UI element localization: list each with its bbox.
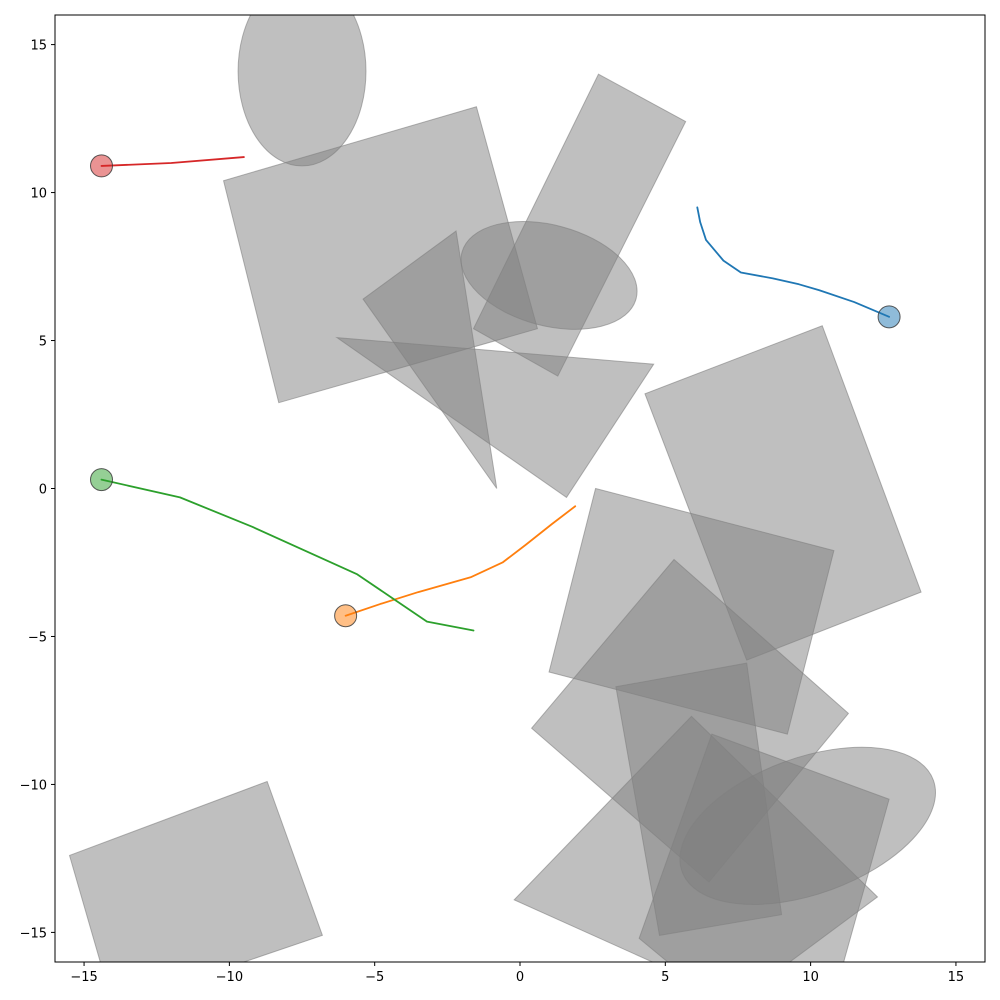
y-tick-label: 0 (39, 483, 47, 498)
obstacle-ellipse-4 (460, 221, 638, 330)
trajectory-line-4 (100, 156, 245, 167)
y-tick-label: −15 (20, 926, 47, 941)
start-marker-4 (90, 154, 113, 178)
x-tick-label: −10 (216, 970, 243, 985)
y-axis: −15 −10 −5 0 5 10 15 (20, 39, 55, 941)
trajectory-layer (100, 156, 890, 632)
y-tick-label: 15 (30, 39, 47, 54)
x-tick-label: 15 (948, 970, 965, 985)
x-tick-label: −5 (365, 970, 384, 985)
y-tick-label: 5 (39, 335, 47, 350)
obstacle-polygon-14 (68, 780, 324, 962)
obstacle-layer (68, 15, 936, 962)
x-tick-label: 10 (802, 970, 819, 985)
trajectory-line-1 (696, 206, 890, 318)
x-tick-label: 5 (661, 970, 669, 985)
obstacle-ellipse-13 (679, 746, 936, 905)
trajectory-line-2 (344, 505, 577, 617)
y-tick-label: 10 (30, 187, 47, 202)
marker-layer (90, 154, 901, 628)
obstacle-polygon-6 (335, 336, 655, 499)
x-tick-label: −15 (70, 970, 97, 985)
trajectory-line-3 (100, 478, 475, 632)
x-axis: −15 −10 −5 0 5 10 15 (70, 962, 964, 985)
start-marker-2 (334, 604, 358, 628)
x-tick-label: 0 (516, 970, 524, 985)
y-tick-label: −5 (28, 630, 47, 645)
start-marker-1 (877, 305, 901, 329)
start-marker-3 (90, 468, 113, 492)
y-tick-label: −10 (20, 778, 47, 793)
